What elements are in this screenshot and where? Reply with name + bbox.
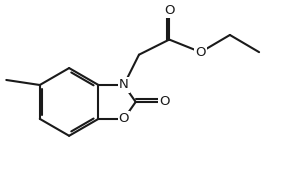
Text: N: N — [119, 79, 129, 91]
Text: O: O — [196, 46, 206, 59]
Text: O: O — [118, 112, 129, 125]
Text: O: O — [164, 4, 175, 17]
Text: O: O — [159, 95, 170, 108]
